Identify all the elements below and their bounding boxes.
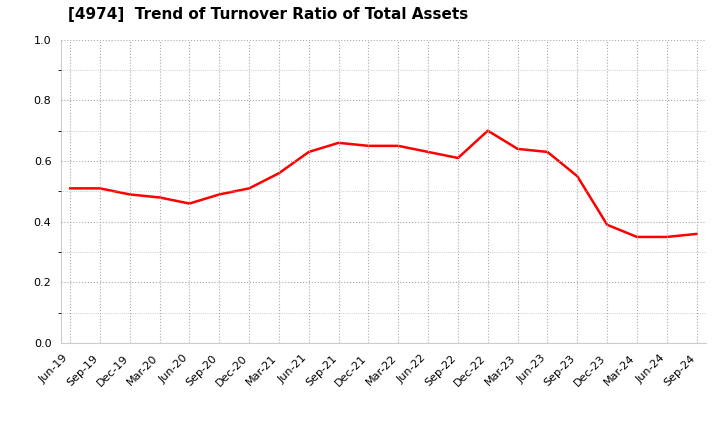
Text: [4974]  Trend of Turnover Ratio of Total Assets: [4974] Trend of Turnover Ratio of Total …	[68, 7, 469, 22]
